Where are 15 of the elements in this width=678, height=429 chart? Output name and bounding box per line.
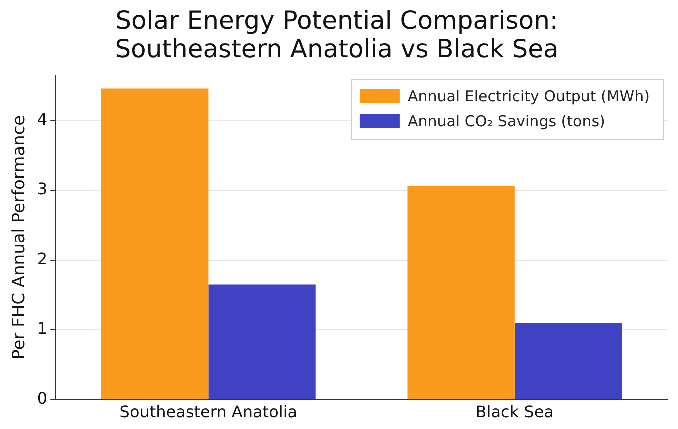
bar (208, 284, 316, 400)
y-tick-label: 3 (37, 180, 48, 199)
legend-label: Annual Electricity Output (MWh) (408, 87, 650, 106)
chart-title: Solar Energy Potential Comparison: Southeastern Anatolia vs Black Sea (115, 6, 559, 64)
y-tick-label: 2 (37, 249, 48, 268)
y-tick-label: 4 (37, 110, 48, 129)
x-tick-label: Southeastern Anatolia (120, 402, 298, 422)
y-tick-label: 1 (37, 319, 48, 338)
bar (408, 186, 515, 400)
y-axis-title: Per FHC Annual Performance (10, 115, 30, 360)
bar (514, 323, 622, 400)
bar (102, 88, 209, 400)
y-tick-label: 0 (37, 388, 48, 408)
x-tick-label: Black Sea (476, 402, 554, 422)
legend-label: Annual CO₂ Savings (tons) (408, 112, 606, 130)
